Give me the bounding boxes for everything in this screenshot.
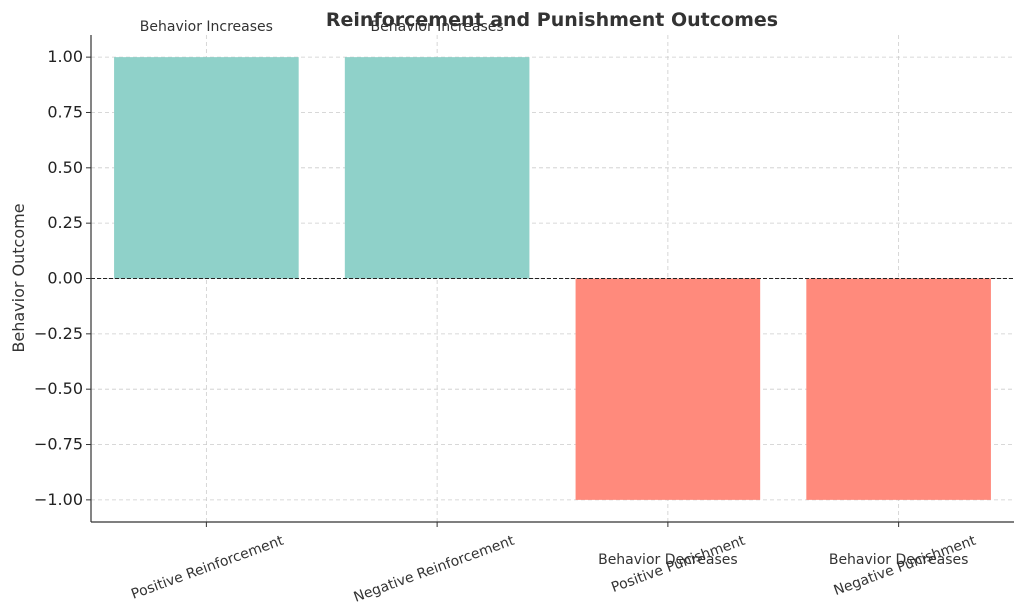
y-tick-label: 0.75 — [47, 102, 83, 121]
chart-title: Reinforcement and Punishment Outcomes — [326, 9, 778, 31]
bar-annotation: Behavior Decreases — [829, 552, 969, 568]
bar — [344, 57, 530, 279]
bar-annotation: Behavior Increases — [140, 19, 273, 35]
y-tick-label: −1.00 — [34, 490, 83, 509]
y-tick-label: 0.00 — [47, 269, 83, 288]
y-tick-label: −0.25 — [34, 324, 83, 343]
y-tick-label: −0.75 — [34, 435, 83, 454]
x-tick-label: Positive Reinforcement — [129, 533, 286, 603]
x-tick-label: Negative Reinforcement — [352, 533, 517, 606]
bar-annotation: Behavior Decreases — [598, 552, 738, 568]
bar-layer — [114, 57, 991, 500]
y-tick-label: 1.00 — [47, 47, 83, 66]
y-tick-label: 0.25 — [47, 213, 83, 232]
y-tick-label: −0.50 — [34, 379, 83, 398]
bar — [114, 57, 299, 279]
y-axis-label: Behavior Outcome — [9, 203, 28, 352]
bar — [806, 278, 991, 500]
axis-layer: 1.00 0.75 0.50 0.25 0.00 −0.25 −0.50 −0.75 −1.00 — [34, 35, 1014, 527]
bar-annotation: Behavior Increases — [371, 19, 504, 35]
bar — [575, 278, 761, 500]
y-tick-label: 0.50 — [47, 158, 83, 177]
